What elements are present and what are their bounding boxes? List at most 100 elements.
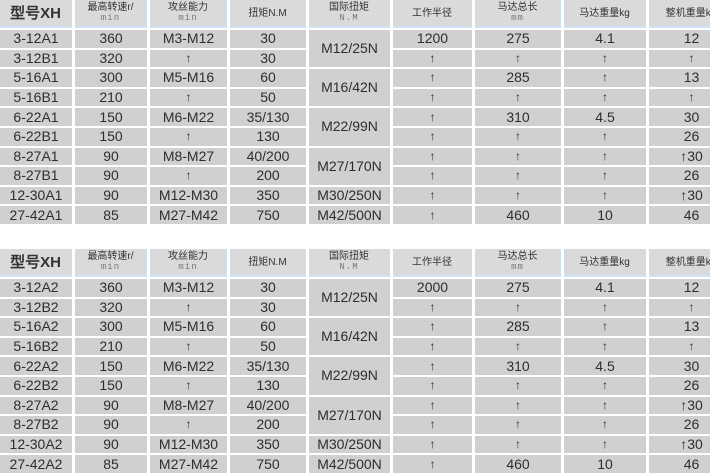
cell-total-weight: ↑ <box>649 337 710 356</box>
cell-tapping-capacity: M3-M12 <box>150 30 227 48</box>
cell-motor-weight: ↑ <box>564 337 646 356</box>
header-motor-length: 马达总长 mm <box>475 0 561 28</box>
cell-tapping-capacity: ↑ <box>150 88 227 107</box>
cell-tapping-capacity: M12-M30 <box>150 435 227 454</box>
table-row: 6-22A1 150 M6-M22 35/130 M22/99N ↑ 310 4.5 30 <box>0 108 710 146</box>
cell-max-speed: 210 <box>75 337 147 356</box>
cell-max-speed: 360 <box>75 279 147 297</box>
cell-total-weight: 13 <box>649 318 710 336</box>
header-motor-weight: 马达重量kg <box>564 249 646 277</box>
cell-total-weight: 12 <box>649 30 710 48</box>
cell-working-radius: ↑ <box>393 376 472 395</box>
cell-working-radius: ↑ <box>393 318 472 336</box>
cell-model: 3-12B2 <box>0 298 72 317</box>
cell-total-weight: ↑ <box>649 49 710 68</box>
cell-tapping-capacity: M27-M42 <box>150 206 227 224</box>
header-label: 扭矩N.M <box>248 7 287 19</box>
cell-intl-torque: M16/42N <box>309 69 390 107</box>
header-label: 工作半径 <box>412 256 452 268</box>
cell-model: 6-22A1 <box>0 108 72 126</box>
cell-motor-length: ↑ <box>475 396 561 415</box>
cell-model: 5-16B1 <box>0 88 72 107</box>
cell-model: 27-42A1 <box>0 206 72 224</box>
cell-working-radius: ↑ <box>393 49 472 68</box>
header-label: 扭矩N.M <box>248 256 287 268</box>
cell-torque: 200 <box>230 167 306 185</box>
cell-torque: 130 <box>230 376 306 395</box>
table-row: 8-27A1 90 M8-M27 40/200 M27/170N ↑ ↑ ↑ ↑30 <box>0 147 710 185</box>
cell-total-weight: 12 <box>649 279 710 297</box>
cell-tapping-capacity: ↑ <box>150 298 227 317</box>
header-label: 攻丝能力 <box>168 2 208 13</box>
cell-motor-length: 310 <box>475 357 561 375</box>
cell-max-speed: 90 <box>75 435 147 454</box>
cell-motor-length: 275 <box>475 279 561 297</box>
cell-model: 5-16A1 <box>0 69 72 87</box>
cell-torque: 40/200 <box>230 147 306 166</box>
cell-motor-length: ↑ <box>475 337 561 356</box>
cell-total-weight: ↑ <box>649 298 710 317</box>
cell-torque: 50 <box>230 337 306 356</box>
cell-max-speed: 90 <box>75 396 147 415</box>
header-label: 型号XH <box>10 253 61 271</box>
table-row: 12-30A1 90 M12-M30 350 M30/250N ↑ ↑ ↑ ↑30 <box>0 186 710 205</box>
cell-torque: 50 <box>230 88 306 107</box>
spec-table-1: 型号XH 最高转速r/min 攻丝能力 min 扭矩N.M 国际扭矩 N.M 工作半径 马达总长… <box>0 0 710 226</box>
cell-torque: 350 <box>230 186 306 205</box>
cell-model: 12-30A2 <box>0 435 72 454</box>
header-unit: min <box>100 262 121 272</box>
header-label: 整机重量kg <box>665 7 710 19</box>
table-row: 27-42A1 85 M27-M42 750 M42/500N ↑ 460 10 46 <box>0 206 710 224</box>
cell-motor-weight: ↑ <box>564 435 646 454</box>
cell-tapping-capacity: M6-M22 <box>150 108 227 126</box>
cell-intl-torque: M12/25N <box>309 279 390 317</box>
header-label: 工作半径 <box>412 7 452 19</box>
cell-model: 8-27B2 <box>0 416 72 434</box>
header-intl-torque: 国际扭矩 N.M <box>309 249 390 277</box>
cell-motor-length: ↑ <box>475 416 561 434</box>
table-row: 5-16A2 300 M5-M16 60 M16/42N ↑ 285 ↑ 13 <box>0 318 710 356</box>
cell-motor-weight: ↑ <box>564 69 646 87</box>
cell-motor-length: 285 <box>475 69 561 87</box>
cell-tapping-capacity: M5-M16 <box>150 318 227 336</box>
header-max-speed: 最高转速r/min <box>75 0 147 28</box>
header-unit: mm <box>511 13 524 23</box>
header-model: 型号XH <box>0 249 72 277</box>
cell-motor-weight: ↑ <box>564 167 646 185</box>
table-row: 6-22B2 150 ↑ 130 ↑ ↑ ↑ 26 <box>0 376 710 395</box>
cell-total-weight: 26 <box>649 376 710 395</box>
cell-total-weight: 13 <box>649 69 710 87</box>
header-tapping-capacity: 攻丝能力 min <box>150 0 227 28</box>
table-row: 6-22A2 150 M6-M22 35/130 M22/99N ↑ 310 4.5 30 <box>0 357 710 395</box>
cell-intl-torque: M16/42N <box>309 318 390 356</box>
cell-max-speed: 320 <box>75 298 147 317</box>
header-label: 型号XH <box>10 4 61 22</box>
cell-intl-torque: M27/170N <box>309 396 390 434</box>
cell-motor-weight: ↑ <box>564 147 646 166</box>
cell-motor-weight: 4.5 <box>564 357 646 375</box>
cell-model: 6-22A2 <box>0 357 72 375</box>
header-unit: min <box>100 13 121 23</box>
table-row: 8-27A2 90 M8-M27 40/200 M27/170N ↑ ↑ ↑ ↑30 <box>0 396 710 434</box>
cell-intl-torque: M22/99N <box>309 108 390 146</box>
cell-torque: 30 <box>230 49 306 68</box>
cell-tapping-capacity: ↑ <box>150 49 227 68</box>
header-max-speed: 最高转速r/min <box>75 249 147 277</box>
header-working-radius: 工作半径 <box>393 0 472 28</box>
cell-motor-length: ↑ <box>475 435 561 454</box>
cell-model: 8-27B1 <box>0 167 72 185</box>
header-label: 整机重量kg <box>665 256 710 268</box>
cell-motor-weight: 10 <box>564 206 646 224</box>
cell-total-weight: ↑30 <box>649 435 710 454</box>
cell-torque: 60 <box>230 69 306 87</box>
cell-max-speed: 90 <box>75 147 147 166</box>
cell-working-radius: ↑ <box>393 206 472 224</box>
cell-working-radius: ↑ <box>393 435 472 454</box>
cell-model: 27-42A2 <box>0 455 72 473</box>
header-motor-weight: 马达重量kg <box>564 0 646 28</box>
cell-model: 3-12B1 <box>0 49 72 68</box>
cell-model: 8-27A2 <box>0 396 72 415</box>
cell-tapping-capacity: M5-M16 <box>150 69 227 87</box>
cell-tapping-capacity: ↑ <box>150 376 227 395</box>
cell-max-speed: 90 <box>75 186 147 205</box>
